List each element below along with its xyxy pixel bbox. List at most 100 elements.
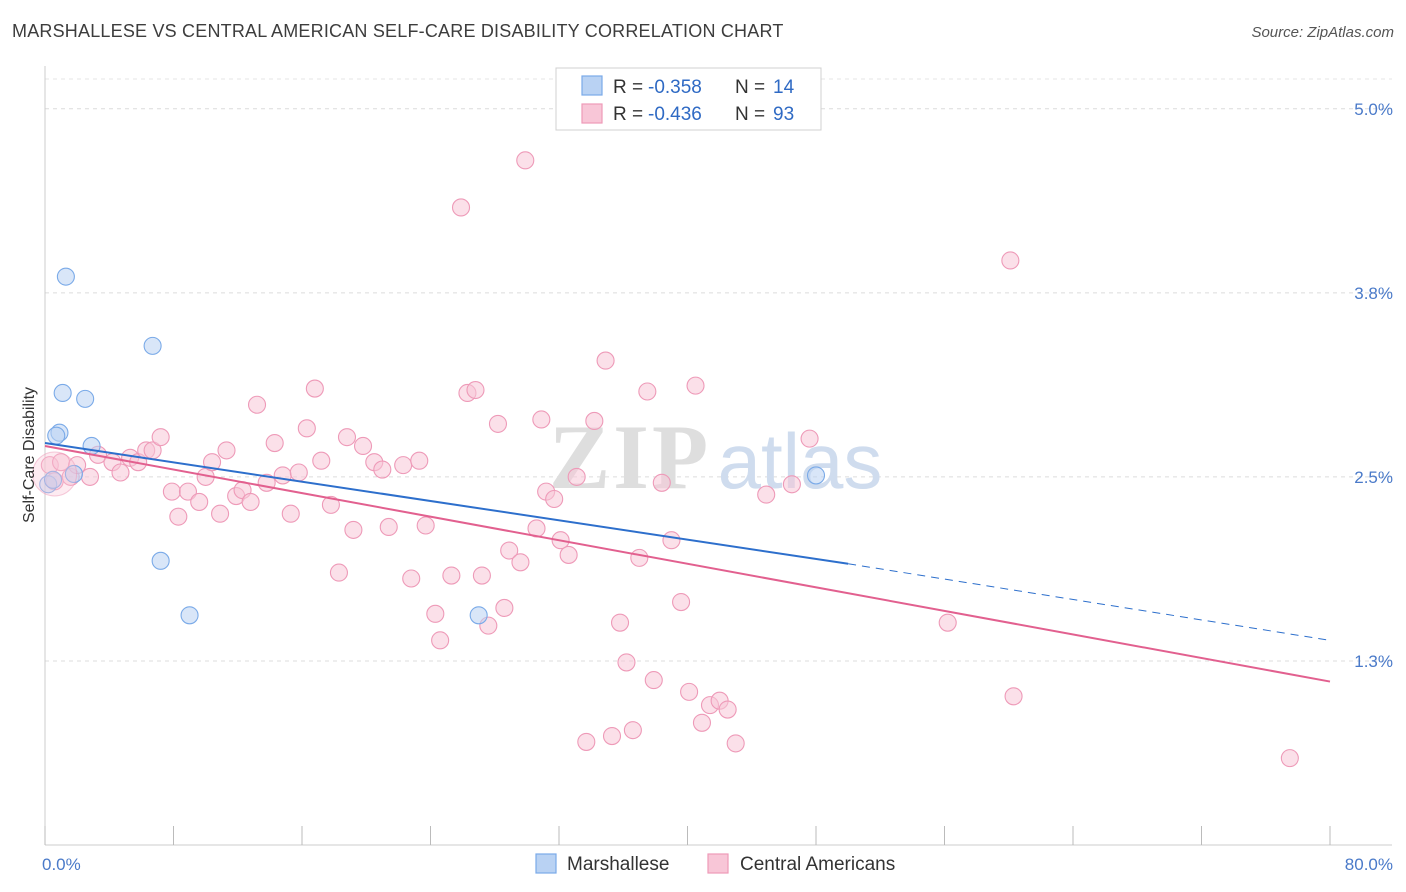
legend-n-label-marshallese: N = [735,77,765,98]
chart-title: MARSHALLESE VS CENTRAL AMERICAN SELF-CAR… [12,21,784,41]
point-central-americans-72 [623,721,642,740]
legend-r-label-marshallese: R = [613,77,643,98]
gridlines [45,78,1392,662]
point-central-americans-17 [190,492,209,511]
point-central-americans-15 [169,507,188,526]
point-central-americans-75 [644,671,663,690]
point-central-americans-57 [511,553,530,572]
y-tick-label-1: 2.5% [1354,468,1393,487]
trend-line-marshallese-extension [848,563,1331,641]
watermark-atlas: atlas [718,417,883,505]
point-central-americans-81 [692,713,712,732]
data-points [32,151,1299,768]
y-tick-label-0: 1.3% [1354,652,1393,671]
series-legend-label-marshallese: Marshallese [567,854,669,875]
legend-n-value-central-americans: 93 [773,104,794,125]
point-central-americans-65 [567,467,586,486]
axes: 1.3% 2.5% 3.8% 5.0% 0.0% 80.0% [42,66,1393,874]
point-central-americans-27 [265,433,284,453]
legend: R = -0.358 N = 14 R = -0.436 N = 93 [555,67,822,131]
trend-line-central-americans [44,445,1331,683]
point-marshallese-3 [76,389,95,408]
point-central-americans-56 [500,541,519,560]
point-central-americans-92 [1280,749,1299,768]
x-tick-label-0: 0.0% [42,855,81,874]
point-central-americans-32 [305,379,324,398]
point-central-americans-69 [602,726,622,746]
point-central-americans-25 [247,395,267,414]
point-marshallese-11 [469,606,488,625]
point-central-americans-86 [757,485,776,504]
trend-line-marshallese [44,442,849,565]
x-tick-label-1: 80.0% [1345,855,1393,874]
point-central-americans-38 [353,436,373,456]
y-tick-label-2: 3.8% [1354,284,1393,303]
trend-lines [44,442,1331,683]
point-central-americans-77 [662,531,681,550]
chart-source: Source: ZipAtlas.com [1251,24,1394,41]
point-central-americans-29 [281,504,300,523]
point-central-americans-5 [80,467,100,486]
point-central-americans-62 [545,489,564,509]
point-central-americans-16 [178,482,198,501]
point-marshallese-7 [64,464,83,484]
legend-r-value-central-americans: -0.436 [648,104,702,125]
series-legend-swatch-central-americans [707,853,729,874]
point-central-americans-41 [379,517,398,537]
series-legend-label-central-americans: Central Americans [740,854,895,875]
point-central-americans-24 [241,492,260,511]
point-central-americans-43 [402,569,421,588]
point-central-americans-74 [638,382,657,401]
point-central-americans-8 [111,463,130,482]
point-central-americans-21 [217,441,236,460]
point-central-americans-68 [596,351,615,370]
point-central-americans-79 [680,682,699,701]
point-marshallese-10 [180,606,199,625]
point-central-americans-70 [610,613,630,632]
legend-n-value-marshallese: 14 [773,77,795,98]
point-central-americans-73 [630,548,649,567]
point-marshallese-8 [143,336,162,355]
legend-swatch-central-americans [581,103,603,124]
watermark: ZIP atlas [549,406,883,508]
legend-r-value-marshallese: -0.358 [648,77,702,98]
point-central-americans-55 [495,598,514,617]
y-tick-label-3: 5.0% [1354,100,1393,119]
point-central-americans-78 [672,593,691,612]
point-central-americans-89 [938,613,957,632]
series-legend-swatch-marshallese [535,853,557,874]
point-central-americans-90 [1001,251,1020,270]
point-central-americans-20 [211,504,230,523]
point-central-americans-60 [532,410,551,429]
point-central-americans-13 [151,428,170,447]
point-central-americans-84 [718,700,737,719]
series-legend: Marshallese Central Americans [535,853,895,875]
point-central-americans-87 [782,475,801,494]
point-central-americans-45 [416,516,435,535]
point-central-americans-54 [488,414,508,433]
point-central-americans-28 [273,466,292,485]
point-central-americans-49 [451,198,471,217]
point-central-americans-58 [516,151,535,170]
watermark-zip: ZIP [549,406,711,508]
point-marshallese-9 [151,551,170,570]
point-central-americans-33 [312,451,331,470]
point-central-americans-76 [652,473,671,492]
point-marshallese-5 [47,426,66,445]
point-central-americans-52 [472,566,491,585]
point-central-americans-14 [162,482,181,501]
point-marshallese-2 [53,383,72,403]
point-central-americans-37 [344,520,363,539]
point-central-americans-71 [617,653,636,672]
point-central-americans-42 [394,456,413,475]
point-central-americans-48 [442,566,461,585]
point-central-americans-91 [1004,687,1023,706]
point-central-americans-36 [337,428,357,447]
point-central-americans-35 [329,563,348,582]
point-central-americans-40 [373,460,392,479]
point-central-americans-44 [410,451,429,470]
point-central-americans-34 [321,495,340,514]
point-central-americans-51 [466,380,485,400]
point-central-americans-64 [559,545,578,564]
